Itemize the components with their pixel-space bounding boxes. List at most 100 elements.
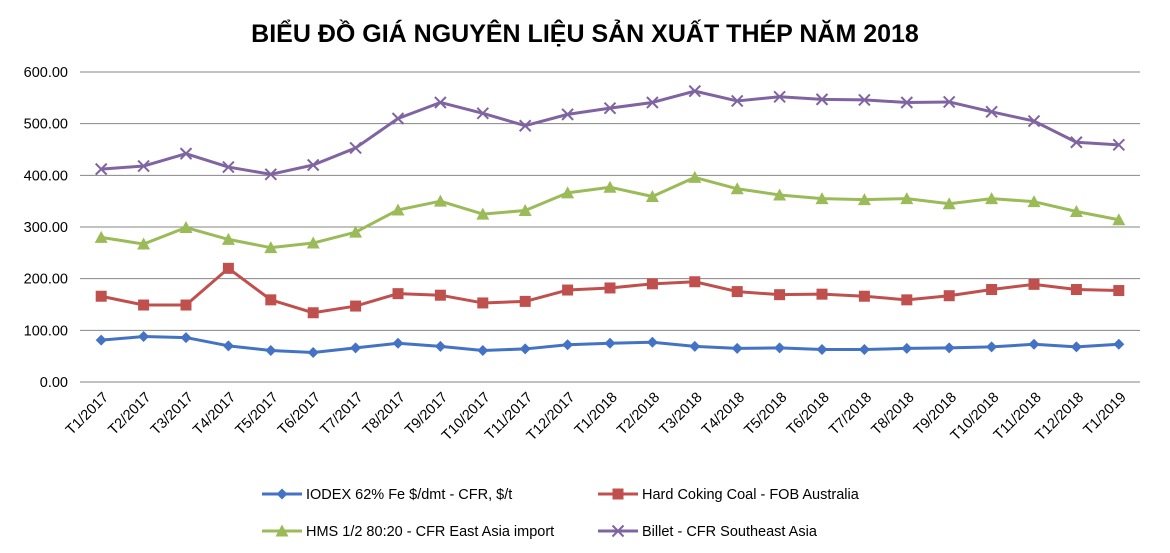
data-point xyxy=(434,96,447,109)
x-tick-label: T1/2017 xyxy=(63,390,112,439)
data-point xyxy=(519,295,531,307)
y-tick-label: 200.00 xyxy=(24,272,68,288)
x-tick-label: T6/2018 xyxy=(784,390,833,439)
data-point xyxy=(306,236,320,249)
legend-label: IODEX 62% Fe $/dmt - CFR, $/t xyxy=(306,487,512,503)
data-point xyxy=(477,297,489,309)
data-point xyxy=(94,230,108,243)
data-point xyxy=(350,342,362,354)
series-layer xyxy=(94,84,1126,359)
data-point xyxy=(901,294,913,306)
data-point xyxy=(774,289,786,301)
data-point xyxy=(1113,338,1125,350)
data-point xyxy=(561,108,574,121)
x-tick-label: T8/2017 xyxy=(360,390,409,439)
data-point xyxy=(562,284,574,296)
legend-marker xyxy=(275,524,289,537)
data-point xyxy=(392,288,404,300)
data-point xyxy=(816,343,828,355)
legend: IODEX 62% Fe $/dmt - CFR, $/t Hard Coking… xyxy=(262,487,860,540)
series-2 xyxy=(95,262,1125,319)
series-4 xyxy=(94,84,1126,181)
data-point xyxy=(816,288,828,300)
data-point xyxy=(603,101,617,115)
data-point xyxy=(434,289,446,301)
data-point xyxy=(645,190,659,203)
legend-label: HMS 1/2 80:20 - CFR East Asia import xyxy=(306,524,554,540)
data-point xyxy=(95,290,107,302)
x-tick-label: T2/2018 xyxy=(614,390,663,439)
data-point xyxy=(815,192,829,205)
data-point xyxy=(519,343,531,355)
data-point xyxy=(265,344,277,356)
data-point xyxy=(306,158,320,172)
legend-label: Billet - CFR Southeast Asia xyxy=(642,524,818,540)
data-point xyxy=(689,340,701,352)
data-point xyxy=(603,180,617,193)
y-tick-label: 600.00 xyxy=(24,65,68,81)
data-point xyxy=(900,96,914,109)
y-tick-label: 300.00 xyxy=(24,220,68,236)
data-point xyxy=(137,159,150,173)
legend-marker xyxy=(612,488,624,500)
y-axis-ticks: 0.00 100.00 200.00 300.00 400.00 500.00 600.00 xyxy=(24,65,68,391)
data-point xyxy=(221,232,235,245)
data-point xyxy=(180,299,192,311)
data-point xyxy=(307,347,319,359)
x-tick-label: T1/2018 xyxy=(572,390,621,439)
data-point xyxy=(985,105,998,118)
data-point xyxy=(943,290,955,302)
data-point xyxy=(730,182,744,195)
data-point xyxy=(858,290,870,302)
data-point xyxy=(95,334,107,346)
x-tick-label: T3/2018 xyxy=(657,390,706,439)
data-point xyxy=(180,332,192,344)
data-point xyxy=(222,160,235,174)
y-tick-label: 400.00 xyxy=(24,168,68,184)
x-axis-ticks: T1/2017T2/2017T3/2017T4/2017T5/2017T6/20… xyxy=(63,390,1130,445)
x-tick-label: T7/2017 xyxy=(317,390,366,439)
data-point xyxy=(264,241,278,254)
data-point xyxy=(477,344,489,356)
data-point xyxy=(1113,285,1125,297)
data-point xyxy=(518,203,532,216)
x-tick-label: T5/2018 xyxy=(741,390,790,439)
data-point xyxy=(518,119,532,132)
data-point xyxy=(943,342,955,354)
data-point xyxy=(349,225,363,238)
data-point xyxy=(433,194,447,207)
x-tick-label: T8/2018 xyxy=(869,390,918,439)
data-point xyxy=(307,307,319,319)
data-point xyxy=(857,193,871,206)
data-point xyxy=(392,337,404,349)
data-point xyxy=(562,339,574,351)
data-point xyxy=(900,192,914,205)
data-point xyxy=(731,342,743,354)
data-point xyxy=(942,197,956,210)
data-point xyxy=(476,107,490,120)
data-point xyxy=(138,331,150,343)
x-tick-label: T4/2018 xyxy=(699,390,748,439)
gridlines xyxy=(80,71,1140,383)
legend-item: HMS 1/2 80:20 - CFR East Asia import xyxy=(262,524,554,540)
data-point xyxy=(815,93,829,106)
data-point xyxy=(730,94,744,108)
legend-item: IODEX 62% Fe $/dmt - CFR, $/t xyxy=(262,487,512,503)
data-point xyxy=(222,340,234,352)
data-point xyxy=(137,237,151,250)
data-point xyxy=(476,207,490,220)
data-point xyxy=(688,84,702,98)
data-point xyxy=(265,294,277,306)
data-point xyxy=(561,186,575,199)
y-tick-label: 100.00 xyxy=(24,323,68,339)
data-point xyxy=(986,284,998,296)
data-point xyxy=(1070,341,1082,353)
chart-title: BIỂU ĐỒ GIÁ NGUYÊN LIỆU SẢN XUẤT THÉP NĂ… xyxy=(251,18,919,48)
data-point xyxy=(350,300,362,312)
data-point xyxy=(986,341,998,353)
x-tick-label: T2/2017 xyxy=(105,390,154,439)
data-point xyxy=(688,170,702,183)
data-point xyxy=(646,96,659,109)
